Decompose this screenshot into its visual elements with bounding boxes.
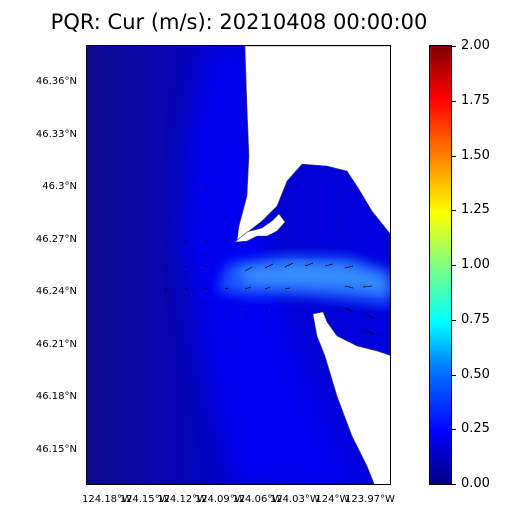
longitude-tick-label: 123.97°W — [345, 494, 395, 505]
colorbar-tick — [452, 429, 456, 431]
colorbar — [429, 45, 452, 485]
map-title: PQR: Cur (m/s): 20210408 00:00:00 — [50, 10, 428, 34]
colorbar-tick — [452, 100, 456, 102]
colorbar-tick — [452, 265, 456, 266]
land-south — [312, 311, 390, 484]
longitude-tick-label: 124.12°W — [157, 494, 208, 505]
colorbar-tick-label: 0.75 — [461, 311, 490, 327]
current-speed-map — [87, 46, 390, 484]
longitude-tick-label: 124.18°W — [82, 494, 132, 505]
longitude-tick-label: 124°W — [315, 494, 350, 505]
channel-core — [237, 262, 387, 294]
colorbar-tick-label: 1.75 — [461, 92, 490, 108]
latitude-tick-label: 46.24°N — [35, 286, 77, 298]
land-spit — [234, 213, 286, 243]
latitude-tick-label: 46.3°N — [42, 181, 77, 193]
colorbar-tick-label: 0.50 — [461, 366, 490, 382]
colorbar-tick — [452, 484, 456, 485]
latitude-tick-label: 46.27°N — [35, 233, 77, 245]
colorbar-tick — [452, 210, 456, 212]
latitude-tick-label: 46.15°N — [35, 444, 77, 455]
longitude-tick-label: 124.06°W — [232, 494, 283, 505]
map-panel[interactable] — [86, 45, 391, 485]
colorbar-tick-label: 2.00 — [461, 38, 490, 53]
latitude-tick-label: 46.36°N — [35, 76, 77, 87]
colorbar-tick — [452, 319, 456, 321]
latitude-tick-label: 46.21°N — [35, 338, 77, 350]
colorbar-tick — [452, 155, 456, 157]
latitude-tick-label: 46.18°N — [35, 391, 77, 403]
colorbar-tick-label: 0.25 — [461, 421, 490, 437]
colorbar-tick-label: 1.50 — [461, 147, 490, 163]
longitude-tick-label: 124.15°W — [119, 494, 170, 505]
latitude-tick-label: 46.33°N — [35, 128, 77, 140]
colorbar-tick-label: 1.00 — [461, 257, 490, 272]
colorbar-tick — [452, 46, 456, 47]
colorbar-tick-label: 1.25 — [461, 202, 490, 218]
colorbar-tick-label: 0.00 — [461, 476, 490, 491]
colorbar-tick — [452, 374, 456, 376]
land-north — [236, 46, 390, 242]
longitude-tick-label: 124.09°W — [194, 494, 245, 505]
longitude-tick-label: 124.03°W — [269, 494, 320, 505]
current-vectors — [164, 188, 374, 366]
